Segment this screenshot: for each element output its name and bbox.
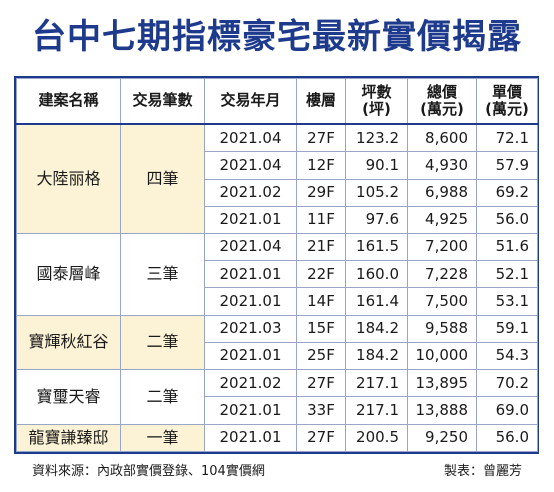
floor-cell: 27F xyxy=(296,423,346,453)
unit-price-cell: 59.1 xyxy=(476,314,538,343)
ping-cell: 105.2 xyxy=(345,178,408,207)
unit-price-cell: 53.1 xyxy=(476,287,538,316)
ping-cell: 123.2 xyxy=(345,123,408,153)
unit-price-cell: 72.1 xyxy=(476,123,538,153)
header-name: 建案名稱 xyxy=(16,78,121,125)
page-title: 台中七期指標豪宅最新實價揭露 xyxy=(32,17,522,57)
floor-cell: 12F xyxy=(296,151,346,180)
ping-cell: 90.1 xyxy=(345,151,408,180)
trade-date-cell: 2021.01 xyxy=(204,341,297,371)
floor-cell: 11F xyxy=(296,205,346,234)
unit-price-cell: 54.3 xyxy=(476,341,538,371)
unit-price-cell: 52.1 xyxy=(476,260,538,289)
ping-cell: 184.2 xyxy=(345,341,408,371)
trade-date-cell: 2021.01 xyxy=(204,423,297,453)
project-name-cell: 寶璽天睿 xyxy=(16,369,121,425)
trade-date-cell: 2021.03 xyxy=(204,314,297,343)
table-row: 龍寶謙臻邸 一筆 2021.01 27F 200.5 9,250 56.0 xyxy=(16,423,538,453)
trade-date-cell: 2021.04 xyxy=(204,232,297,262)
project-name-cell: 國泰層峰 xyxy=(16,232,121,316)
table-row: 2021.01 14F 161.4 7,500 53.1 xyxy=(17,287,538,316)
table-row: 2021.04 12F 90.1 4,930 57.9 xyxy=(17,151,538,180)
ping-cell: 200.5 xyxy=(345,423,408,453)
header-date: 交易年月 xyxy=(204,78,297,125)
total-price-cell: 7,228 xyxy=(407,260,477,289)
project-name-cell: 龍寶謙臻邸 xyxy=(16,423,121,453)
total-price-cell: 13,888 xyxy=(407,396,477,425)
total-price-cell: 7,500 xyxy=(407,287,477,316)
total-price-cell: 4,925 xyxy=(407,205,477,234)
table-row: 大陸丽格 四筆 2021.04 27F 123.2 8,600 72.1 xyxy=(16,123,538,234)
total-price-cell: 10,000 xyxy=(407,341,477,371)
table-row: 2021.01 25F 184.2 10,000 54.3 xyxy=(17,341,538,371)
table-row: 2021.02 29F 105.2 6,988 69.2 xyxy=(17,178,538,207)
trade-date-cell: 2021.04 xyxy=(204,151,297,180)
total-price-cell: 7,200 xyxy=(407,232,477,262)
footer: 資料來源：內政部實價登錄、104實價網 製表：曾麗芳 xyxy=(32,460,522,480)
floor-cell: 27F xyxy=(296,369,346,398)
maker-credit: 製表：曾麗芳 xyxy=(443,464,522,479)
table-row: 寶輝秋紅谷 二筆 2021.03 15F 184.2 9,588 59.1 xyxy=(16,314,538,371)
unit-price-cell: 70.2 xyxy=(476,369,538,398)
ping-cell: 184.2 xyxy=(345,314,408,343)
ping-cell: 217.1 xyxy=(345,369,408,398)
total-price-cell: 8,600 xyxy=(407,123,477,153)
table-header-row: 建案名稱 交易筆數 交易年月 樓層 坪數 (坪) 總價 (萬元) 單價 (萬元) xyxy=(16,78,538,125)
table-row: 2021.01 33F 217.1 13,888 69.0 xyxy=(17,396,538,425)
trade-date-cell: 2021.01 xyxy=(204,396,297,425)
trade-count-cell: 三筆 xyxy=(120,232,205,316)
ping-cell: 97.6 xyxy=(345,205,408,234)
ping-cell: 161.4 xyxy=(345,287,408,316)
unit-price-cell: 56.0 xyxy=(476,423,538,453)
trade-count-cell: 四筆 xyxy=(120,123,205,234)
floor-cell: 27F xyxy=(296,123,346,153)
header-floor: 樓層 xyxy=(296,78,346,125)
ping-cell: 217.1 xyxy=(345,396,408,425)
trade-count-cell: 二筆 xyxy=(120,369,205,425)
table-row: 寶璽天睿 二筆 2021.02 27F 217.1 13,895 70.2 xyxy=(16,369,538,425)
total-price-cell: 9,250 xyxy=(407,423,477,453)
project-name-cell: 寶輝秋紅谷 xyxy=(16,314,121,371)
header-total: 總價 (萬元) xyxy=(407,78,477,125)
unit-price-cell: 51.6 xyxy=(476,232,538,262)
unit-price-cell: 56.0 xyxy=(476,205,538,234)
floor-cell: 33F xyxy=(296,396,346,425)
trade-count-cell: 二筆 xyxy=(120,314,205,371)
table-row: 2021.01 22F 160.0 7,228 52.1 xyxy=(17,260,538,289)
source-note: 資料來源：內政部實價登錄、104實價網 xyxy=(32,464,265,479)
trade-date-cell: 2021.02 xyxy=(204,369,297,398)
trade-date-cell: 2021.04 xyxy=(204,123,297,153)
trade-date-cell: 2021.01 xyxy=(204,205,297,234)
trade-count-cell: 一筆 xyxy=(120,423,205,453)
total-price-cell: 9,588 xyxy=(407,314,477,343)
floor-cell: 29F xyxy=(296,178,346,207)
trade-date-cell: 2021.01 xyxy=(204,260,297,289)
trade-date-cell: 2021.01 xyxy=(204,287,297,316)
floor-cell: 22F xyxy=(296,260,346,289)
total-price-cell: 6,988 xyxy=(407,178,477,207)
floor-cell: 21F xyxy=(296,232,346,262)
header-count: 交易筆數 xyxy=(120,78,205,125)
total-price-cell: 13,895 xyxy=(407,369,477,398)
unit-price-cell: 57.9 xyxy=(476,151,538,180)
table-row: 國泰層峰 三筆 2021.04 21F 161.5 7,200 51.6 xyxy=(16,232,538,316)
header-ping: 坪數 (坪) xyxy=(345,78,408,125)
table-row: 2021.01 11F 97.6 4,925 56.0 xyxy=(17,205,538,234)
price-table: 建案名稱 交易筆數 交易年月 樓層 坪數 (坪) 總價 (萬元) 單價 (萬元)… xyxy=(16,78,538,453)
price-table-frame: 建案名稱 交易筆數 交易年月 樓層 坪數 (坪) 總價 (萬元) 單價 (萬元)… xyxy=(14,76,539,454)
total-price-cell: 4,930 xyxy=(407,151,477,180)
project-name-cell: 大陸丽格 xyxy=(16,123,121,234)
floor-cell: 15F xyxy=(296,314,346,343)
table-body: 大陸丽格 四筆 2021.04 27F 123.2 8,600 72.1 2021.04 12F… xyxy=(16,123,538,453)
ping-cell: 160.0 xyxy=(345,260,408,289)
unit-price-cell: 69.2 xyxy=(476,178,538,207)
unit-price-cell: 69.0 xyxy=(476,396,538,425)
floor-cell: 25F xyxy=(296,341,346,371)
ping-cell: 161.5 xyxy=(345,232,408,262)
floor-cell: 14F xyxy=(296,287,346,316)
trade-date-cell: 2021.02 xyxy=(204,178,297,207)
header-unit: 單價 (萬元) xyxy=(476,78,538,125)
